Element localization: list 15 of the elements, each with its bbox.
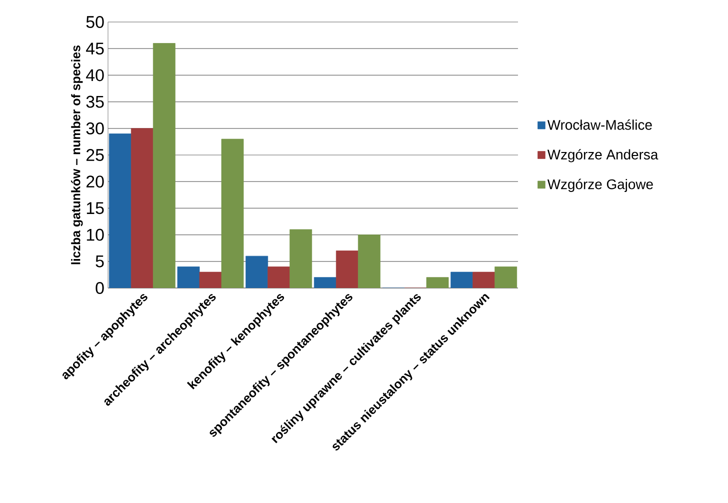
legend-label: Wrocław-Maślice <box>547 119 652 130</box>
y-tick-label: 40 <box>86 69 104 82</box>
legend-label: Wzgórze Andersa <box>547 149 658 162</box>
y-tick-label: 25 <box>86 149 104 162</box>
y-tick-label: 45 <box>86 42 104 55</box>
legend-label: Wzgórze Gajowe <box>547 178 653 192</box>
y-tick-label: 50 <box>86 16 104 28</box>
y-tick-label: 35 <box>86 96 104 108</box>
y-tick-label: 15 <box>86 202 104 214</box>
y-tick-label: 20 <box>86 176 104 188</box>
y-tick-label: 0 <box>96 282 104 294</box>
y-axis-title: liczba gatunków – number of species <box>71 45 83 264</box>
y-tick-label: 10 <box>86 228 104 241</box>
y-tick-label: 5 <box>96 255 104 268</box>
y-tick-label: 30 <box>86 122 104 134</box>
